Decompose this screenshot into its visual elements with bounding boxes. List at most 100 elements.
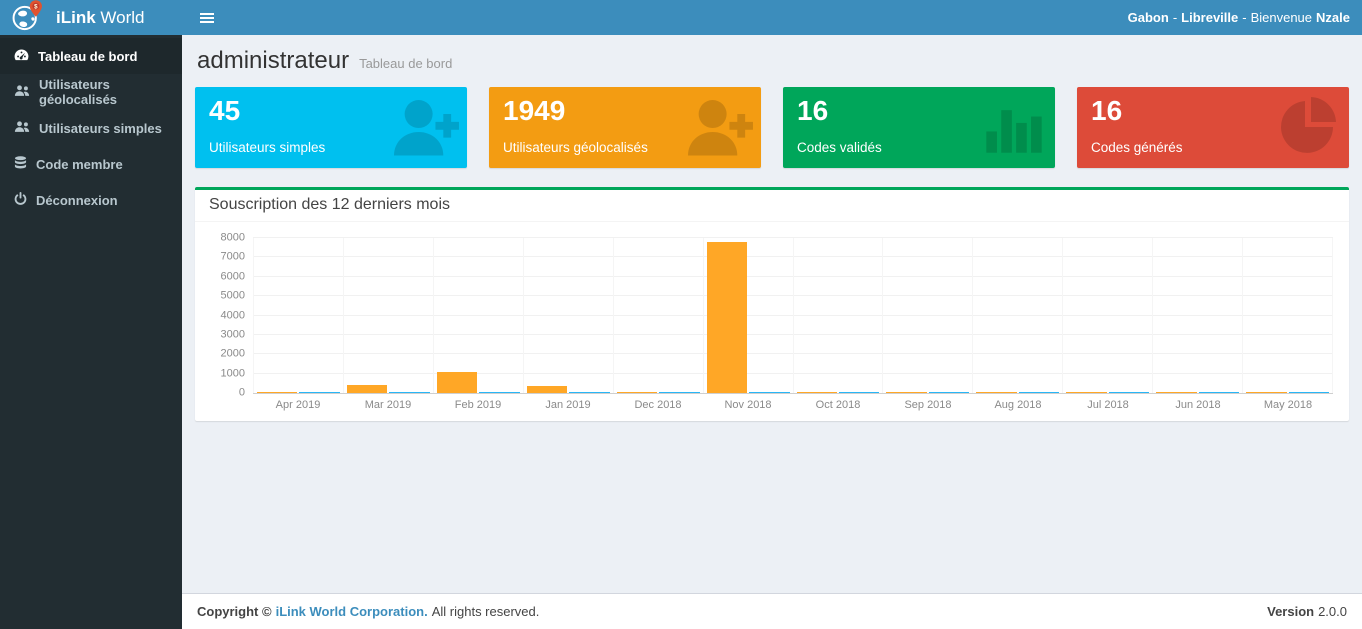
- chart-bar-serie-bleue: [479, 392, 520, 393]
- chart-bar-serie-bleue: [659, 392, 700, 393]
- chart-x-tick-label: Feb 2019: [454, 399, 502, 411]
- chart-month-group-nov-2018: [704, 238, 794, 393]
- separator: -: [1172, 10, 1178, 25]
- stat-card-utilisateurs-simples[interactable]: 45 Utilisateurs simples: [195, 87, 467, 168]
- brand[interactable]: $ iLink World: [0, 0, 182, 35]
- menu-toggle-button[interactable]: [190, 7, 224, 29]
- city-label: Libreville: [1181, 10, 1239, 25]
- chart-month-group-may-2018: [1243, 238, 1334, 393]
- chart-x-tick-label: Jan 2019: [545, 399, 591, 411]
- chart-x-axis: Apr 2019 Mar 2019 Feb 2019 Jan 2019 Dec 2018…: [253, 399, 1333, 411]
- chart-bar-serie-bleue: [1198, 392, 1240, 393]
- chart-bar-serie-bleue: [569, 392, 610, 393]
- chart-bar-serie-bleue: [928, 392, 970, 393]
- users-icon: [14, 84, 30, 100]
- copyright-text: Copyright © iLink World Corporation. All…: [197, 604, 539, 619]
- version-label: Version: [1267, 604, 1315, 619]
- sidebar: $ iLink World Tableau de bord Utilisateur…: [0, 0, 182, 629]
- pie-chart-icon: [1275, 95, 1341, 162]
- chart-bar-serie-orange: [886, 391, 927, 393]
- company-link[interactable]: iLink World Corporation.: [275, 604, 428, 619]
- chart-bar-serie-bleue: [299, 392, 340, 393]
- chart-month-group-aug-2018: [973, 238, 1064, 393]
- chart-month-group-oct-2018: [794, 238, 884, 393]
- chart-y-tick-label: 7000: [220, 250, 245, 263]
- sidebar-item-utilisateurs-geolocalises[interactable]: Utilisateurs géolocalisés: [0, 74, 182, 110]
- chart-plot: 0 1000 2000 3000 4000 5000 6000 7000 8000: [221, 232, 1334, 398]
- welcome-text: Gabon - Libreville - Bienvenue Nzale: [1128, 10, 1350, 25]
- sidebar-item-code-membre[interactable]: Code membre: [0, 146, 182, 182]
- chart-bar-serie-bleue: [1108, 392, 1150, 393]
- sidebar-item-utilisateurs-simples[interactable]: Utilisateurs simples: [0, 110, 182, 146]
- chart-x-tick-label: Sep 2018: [904, 399, 952, 411]
- chart-bar-serie-bleue: [749, 392, 790, 393]
- chart-x-tick-label: Aug 2018: [994, 399, 1042, 411]
- sidebar-item-label: Code membre: [36, 156, 123, 172]
- chart-title: Souscription des 12 derniers mois: [209, 196, 451, 213]
- chart-month-group-dec-2018: [614, 238, 704, 393]
- chart-bar-serie-orange: [796, 391, 837, 393]
- chart-panel-header: Souscription des 12 derniers mois: [195, 190, 1349, 222]
- page-header: administrateur Tableau de bord: [182, 35, 1362, 87]
- chart-month-group-mar-2019: [344, 238, 434, 393]
- stat-value: 1949: [503, 95, 566, 126]
- sidebar-menu: Tableau de bord Utilisateurs géolocalisés…: [0, 35, 182, 218]
- chart-gridline: [253, 237, 1333, 238]
- stat-value: 16: [797, 95, 829, 126]
- hamburger-icon: [200, 12, 214, 23]
- chart-bar-serie-orange: [1156, 391, 1197, 393]
- sidebar-item-label: Utilisateurs géolocalisés: [39, 77, 118, 107]
- chart-bar-serie-orange: [1066, 391, 1107, 393]
- stat-label: Codes validés: [797, 140, 882, 156]
- chart-month-group-jan-2019: [524, 238, 614, 393]
- database-icon: [14, 156, 27, 172]
- chart-bar-serie-orange: [526, 385, 568, 393]
- chart-bar-serie-orange: [436, 371, 478, 393]
- footer: Copyright © iLink World Corporation. All…: [182, 593, 1362, 629]
- version-text: Version 2.0.0: [1267, 604, 1347, 619]
- stat-card-utilisateurs-geolocalises[interactable]: 1949 Utilisateurs géolocalisés: [489, 87, 761, 168]
- svg-text:$: $: [34, 3, 38, 10]
- sidebar-item-label: Tableau de bord: [38, 48, 138, 64]
- chart-bar-serie-bleue: [389, 392, 430, 393]
- sidebar-item-tableau-de-bord[interactable]: Tableau de bord: [0, 38, 182, 74]
- page-subtitle: Tableau de bord: [359, 56, 453, 71]
- chart-x-tick-label: Jun 2018: [1175, 399, 1221, 411]
- chart-y-tick-label: 3000: [220, 328, 245, 341]
- chart-x-tick-label: Nov 2018: [724, 399, 772, 411]
- chart-bars-layer: [253, 238, 1334, 393]
- chart-bar-serie-bleue: [839, 392, 880, 393]
- stat-value: 45: [209, 95, 241, 126]
- bar-chart-icon: [981, 95, 1047, 158]
- chart-y-tick-label: 1000: [220, 367, 245, 380]
- chart-month-group-sep-2018: [883, 238, 974, 393]
- username-label: Nzale: [1316, 10, 1350, 25]
- chart-y-tick-label: 6000: [220, 270, 245, 283]
- stat-card-codes-valides[interactable]: 16 Codes validés: [783, 87, 1055, 168]
- rights-text: All rights reserved.: [431, 604, 540, 619]
- globe-pin-logo-icon: $: [8, 0, 48, 37]
- chart-x-tick-label: Mar 2019: [364, 399, 412, 411]
- separator: -: [1242, 10, 1247, 25]
- sidebar-item-label: Utilisateurs simples: [39, 120, 162, 136]
- greeting-label: Bienvenue: [1250, 10, 1313, 25]
- brand-name-bold: iLink: [56, 7, 96, 27]
- chart-bar-serie-orange: [1246, 391, 1287, 393]
- chart-y-tick-label: 5000: [220, 289, 245, 302]
- chart-y-tick-label: 0: [238, 386, 245, 399]
- chart-bar-serie-orange: [616, 391, 658, 393]
- chart-bar-serie-orange: [976, 391, 1017, 393]
- country-label: Gabon: [1127, 10, 1169, 25]
- chart-bar-serie-bleue: [1018, 392, 1060, 393]
- chart-y-tick-label: 4000: [220, 309, 245, 321]
- topbar: Gabon - Libreville - Bienvenue Nzale: [182, 0, 1362, 35]
- user-plus-icon: [385, 95, 459, 165]
- sidebar-item-deconnexion[interactable]: Déconnexion: [0, 182, 182, 218]
- chart-y-tick-label: 2000: [220, 347, 245, 360]
- stat-cards-row: 45 Utilisateurs simples 1949 Utilisateurs g…: [195, 87, 1349, 168]
- sidebar-item-label: Déconnexion: [36, 192, 118, 208]
- chart-month-group-jun-2018: [1153, 238, 1244, 393]
- power-icon: [14, 192, 27, 208]
- stat-card-codes-generes[interactable]: 16 Codes générés: [1077, 87, 1349, 168]
